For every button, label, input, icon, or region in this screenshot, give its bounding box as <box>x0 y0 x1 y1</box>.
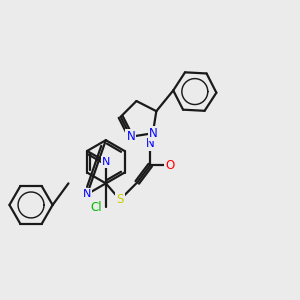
Text: N: N <box>146 137 154 150</box>
Text: N: N <box>126 130 135 143</box>
Text: N: N <box>102 157 110 167</box>
Text: N: N <box>148 127 157 140</box>
Text: Cl: Cl <box>90 201 102 214</box>
Text: N: N <box>83 189 91 199</box>
Text: S: S <box>116 193 124 206</box>
Text: O: O <box>165 159 174 172</box>
